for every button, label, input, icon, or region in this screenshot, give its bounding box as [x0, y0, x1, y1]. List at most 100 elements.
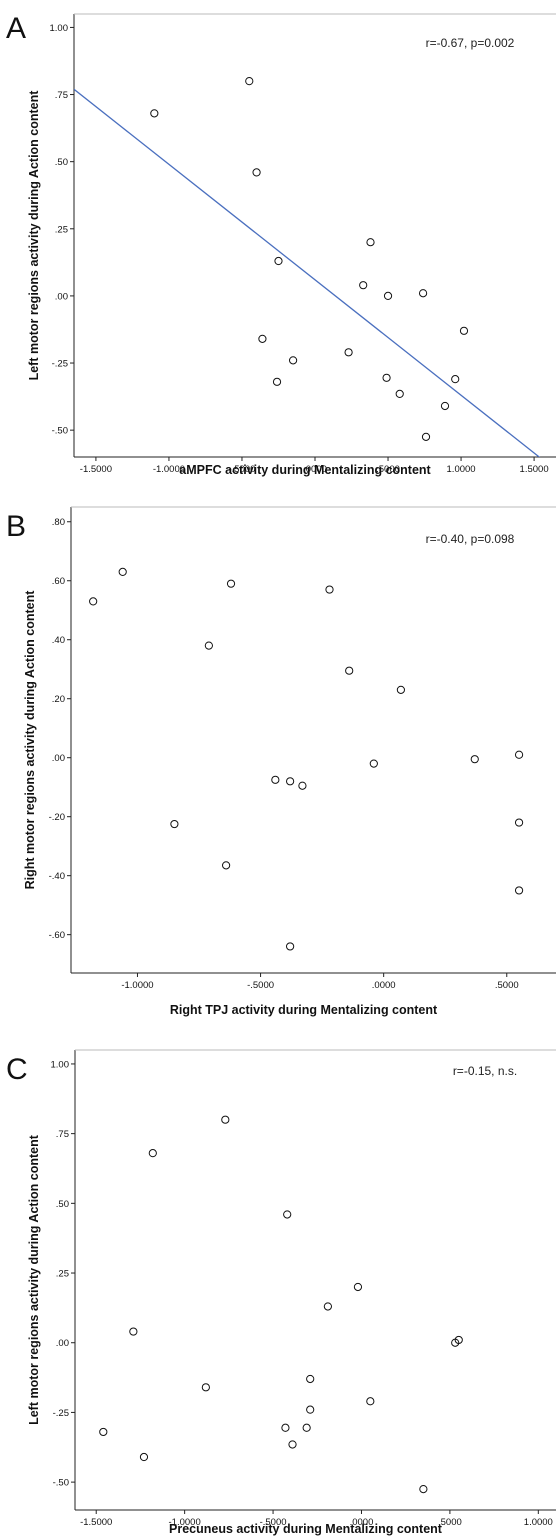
- data-point: [201, 1383, 210, 1392]
- data-point: [283, 1210, 292, 1219]
- data-point: [359, 281, 368, 290]
- data-point: [353, 1282, 363, 1292]
- panel-letter: B: [6, 510, 26, 543]
- data-point: [514, 886, 524, 895]
- data-point: [129, 1327, 138, 1336]
- data-point: [99, 1427, 108, 1437]
- data-point: [286, 777, 295, 786]
- data-point: [288, 1440, 297, 1449]
- y-tick-label: .50: [56, 1199, 69, 1210]
- data-point: [302, 1423, 311, 1432]
- data-point: [226, 579, 236, 588]
- data-point: [118, 567, 127, 576]
- y-axis-label: Right motor regions activity during Acti…: [23, 590, 37, 890]
- x-tick-label: .0000: [372, 980, 396, 991]
- data-point: [514, 750, 524, 759]
- x-tick-label: 1.5000: [520, 464, 549, 475]
- y-tick-label: .25: [55, 224, 68, 235]
- data-point: [271, 775, 280, 784]
- y-tick-label: .75: [55, 90, 68, 101]
- data-point: [323, 1302, 332, 1311]
- x-tick-label: -1.5000: [80, 1517, 112, 1528]
- data-point: [89, 597, 98, 606]
- x-tick-label: 1.0000: [447, 464, 476, 475]
- y-tick-label: .20: [52, 694, 65, 705]
- scatter-panel-b: B -.60 -.40 -.20 .00 .20 .40 .60 .80 -1.0000 -.500…: [6, 506, 556, 1017]
- y-tick-label: .00: [52, 753, 65, 764]
- data-point: [454, 1335, 463, 1345]
- data-point: [272, 377, 282, 386]
- data-point: [306, 1405, 315, 1414]
- y-tick-label: -.60: [49, 930, 65, 941]
- data-point: [345, 666, 354, 675]
- data-point: [150, 109, 159, 118]
- x-tick-label: .5000: [495, 980, 519, 991]
- panel-letter: A: [6, 12, 26, 45]
- x-axis-label: Right TPJ activity during Mentalizing co…: [170, 1003, 438, 1017]
- data-point: [421, 432, 431, 441]
- y-tick-label: .75: [56, 1129, 69, 1140]
- data-point: [325, 585, 334, 594]
- data-point: [369, 759, 378, 768]
- y-tick-label: .00: [55, 291, 68, 302]
- y-tick-label: .25: [56, 1269, 69, 1280]
- correlation-annotation: r=-0.67, p=0.002: [426, 36, 515, 50]
- x-tick-label: -.5000: [229, 464, 256, 475]
- data-point: [204, 641, 213, 650]
- y-tick-label: -.25: [53, 1408, 69, 1419]
- regression-line: [74, 88, 541, 457]
- data-point: [440, 401, 450, 411]
- data-point: [245, 77, 254, 86]
- scatter-panel-c: C -.50 -.25 .00 .25 .50 .75 1.00 -1.5000 -1.0000 -…: [6, 1049, 556, 1536]
- data-point: [306, 1374, 315, 1384]
- y-tick-label: -.25: [52, 359, 68, 370]
- data-point: [382, 373, 391, 382]
- data-point: [451, 375, 460, 384]
- data-point: [366, 238, 375, 247]
- data-point: [396, 685, 405, 694]
- x-axis-label: aMPFC activity during Mentalizing conten…: [179, 463, 431, 477]
- y-tick-label: -.50: [52, 426, 68, 437]
- data-point: [288, 356, 298, 365]
- y-tick-label: .00: [56, 1338, 69, 1349]
- data-point: [514, 818, 524, 827]
- y-tick-label: -.40: [49, 871, 65, 882]
- data-point: [139, 1452, 149, 1462]
- data-point: [221, 1115, 230, 1124]
- x-tick-label: 1.0000: [524, 1517, 553, 1528]
- y-tick-label: 1.00: [51, 1059, 70, 1070]
- data-point: [470, 755, 479, 764]
- x-tick-label: .5000: [438, 1517, 462, 1528]
- y-tick-label: -.20: [49, 812, 65, 823]
- x-tick-label: .0000: [350, 1517, 374, 1528]
- data-point: [274, 256, 283, 266]
- x-tick-label: -.5000: [247, 980, 274, 991]
- data-point: [252, 168, 261, 177]
- data-point: [459, 326, 469, 335]
- data-point: [383, 291, 393, 301]
- y-axis-label: Left motor regions activity during Actio…: [27, 1134, 41, 1425]
- panel-letter: C: [6, 1053, 28, 1086]
- data-point: [258, 334, 267, 343]
- y-tick-label: 1.00: [50, 23, 69, 34]
- y-tick-label: .40: [52, 635, 65, 646]
- data-point: [344, 348, 353, 357]
- data-point: [222, 861, 231, 870]
- y-axis-label: Left motor regions activity during Actio…: [27, 90, 41, 381]
- data-point: [148, 1149, 157, 1158]
- data-point: [286, 942, 295, 951]
- y-tick-label: .50: [55, 157, 68, 168]
- scatter-panel-a: A -.50 -.25 .00 .25 .50 .75 1.00 -1.5000 -1.0000 -…: [6, 12, 556, 477]
- data-point: [418, 289, 428, 298]
- x-tick-label: -1.5000: [80, 464, 112, 475]
- x-tick-label: -1.0000: [169, 1517, 201, 1528]
- y-tick-label: -.50: [53, 1478, 69, 1489]
- data-point: [298, 781, 307, 790]
- x-tick-label: -.5000: [260, 1517, 287, 1528]
- data-point: [395, 389, 404, 399]
- correlation-annotation: r=-0.40, p=0.098: [426, 532, 515, 546]
- data-point: [419, 1484, 428, 1494]
- data-point: [366, 1397, 375, 1406]
- x-axis-label: Precuneus activity during Mentalizing co…: [169, 1522, 443, 1536]
